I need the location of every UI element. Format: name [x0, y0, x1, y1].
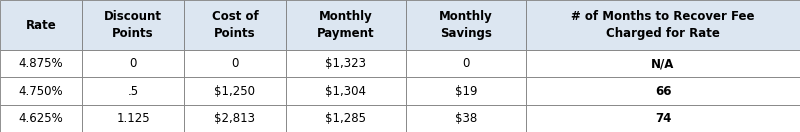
Text: Monthly
Payment: Monthly Payment — [317, 10, 375, 40]
Bar — [406, 77, 526, 105]
Bar — [82, 0, 184, 50]
Text: 0: 0 — [231, 57, 238, 70]
Text: $1,323: $1,323 — [326, 57, 366, 70]
Text: 4.750%: 4.750% — [18, 85, 63, 98]
Text: Discount
Points: Discount Points — [104, 10, 162, 40]
Bar — [0, 50, 82, 77]
Text: 74: 74 — [655, 112, 671, 125]
Bar — [0, 0, 82, 50]
Bar — [82, 105, 184, 132]
Bar — [526, 50, 800, 77]
Bar — [0, 77, 82, 105]
Text: 0: 0 — [130, 57, 137, 70]
Bar — [406, 105, 526, 132]
Bar — [184, 0, 286, 50]
Text: Rate: Rate — [26, 19, 56, 32]
Bar — [0, 105, 82, 132]
Bar — [526, 105, 800, 132]
Bar — [406, 0, 526, 50]
Bar — [184, 50, 286, 77]
Text: $19: $19 — [454, 85, 478, 98]
Bar — [184, 105, 286, 132]
Bar — [82, 77, 184, 105]
Bar — [286, 105, 406, 132]
Text: $1,285: $1,285 — [326, 112, 366, 125]
Bar — [286, 77, 406, 105]
Text: 66: 66 — [654, 85, 671, 98]
Bar — [526, 0, 800, 50]
Bar — [286, 50, 406, 77]
Text: Cost of
Points: Cost of Points — [212, 10, 258, 40]
Bar — [82, 50, 184, 77]
Text: 0: 0 — [462, 57, 470, 70]
Bar — [406, 50, 526, 77]
Text: # of Months to Recover Fee
Charged for Rate: # of Months to Recover Fee Charged for R… — [571, 10, 754, 40]
Bar — [286, 0, 406, 50]
Text: $38: $38 — [455, 112, 477, 125]
Text: N/A: N/A — [651, 57, 674, 70]
Text: $1,250: $1,250 — [214, 85, 255, 98]
Text: Monthly
Savings: Monthly Savings — [439, 10, 493, 40]
Text: $2,813: $2,813 — [214, 112, 255, 125]
Text: .5: .5 — [127, 85, 138, 98]
Text: 4.625%: 4.625% — [18, 112, 63, 125]
Text: $1,304: $1,304 — [326, 85, 366, 98]
Text: 1.125: 1.125 — [116, 112, 150, 125]
Text: 4.875%: 4.875% — [18, 57, 63, 70]
Bar — [184, 77, 286, 105]
Bar — [526, 77, 800, 105]
